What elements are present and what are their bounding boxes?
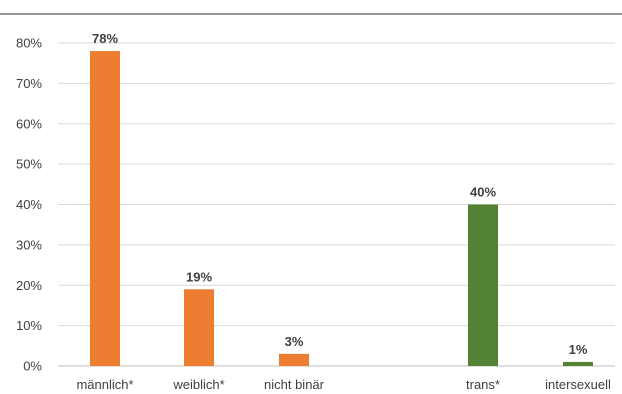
data-label: 19%: [186, 269, 212, 284]
y-tick-label: 20%: [16, 278, 42, 293]
y-tick-label: 60%: [16, 116, 42, 131]
y-tick-label: 40%: [16, 197, 42, 212]
gridlines: [58, 42, 615, 367]
data-label: 78%: [92, 31, 118, 46]
y-axis-tick-labels: 0% 10% 20% 30% 40% 50% 60% 70% 80%: [16, 36, 42, 374]
bar: [279, 353, 309, 366]
data-label: 1%: [569, 342, 588, 357]
bars: [90, 51, 593, 366]
category-label: nicht binär: [264, 377, 325, 392]
category-label: männlich*: [76, 377, 133, 392]
y-tick-label: 50%: [16, 157, 42, 172]
data-label: 40%: [470, 185, 496, 200]
bar: [563, 361, 593, 366]
y-tick-label: 0%: [23, 359, 42, 374]
bar: [468, 204, 498, 366]
bar: [184, 289, 214, 366]
y-tick-label: 10%: [16, 318, 42, 333]
bar: [90, 51, 120, 366]
category-label: intersexuell: [545, 377, 611, 392]
category-label: weiblich*: [172, 377, 224, 392]
y-tick-label: 80%: [16, 36, 42, 51]
category-label: trans*: [466, 377, 500, 392]
y-tick-label: 70%: [16, 76, 42, 91]
y-tick-label: 30%: [16, 237, 42, 252]
x-axis-category-labels: männlich* weiblich* nicht binär trans* inter…: [76, 377, 611, 392]
data-label: 3%: [285, 334, 304, 349]
data-labels: 78% 19% 3% 40% 1%: [92, 31, 588, 357]
